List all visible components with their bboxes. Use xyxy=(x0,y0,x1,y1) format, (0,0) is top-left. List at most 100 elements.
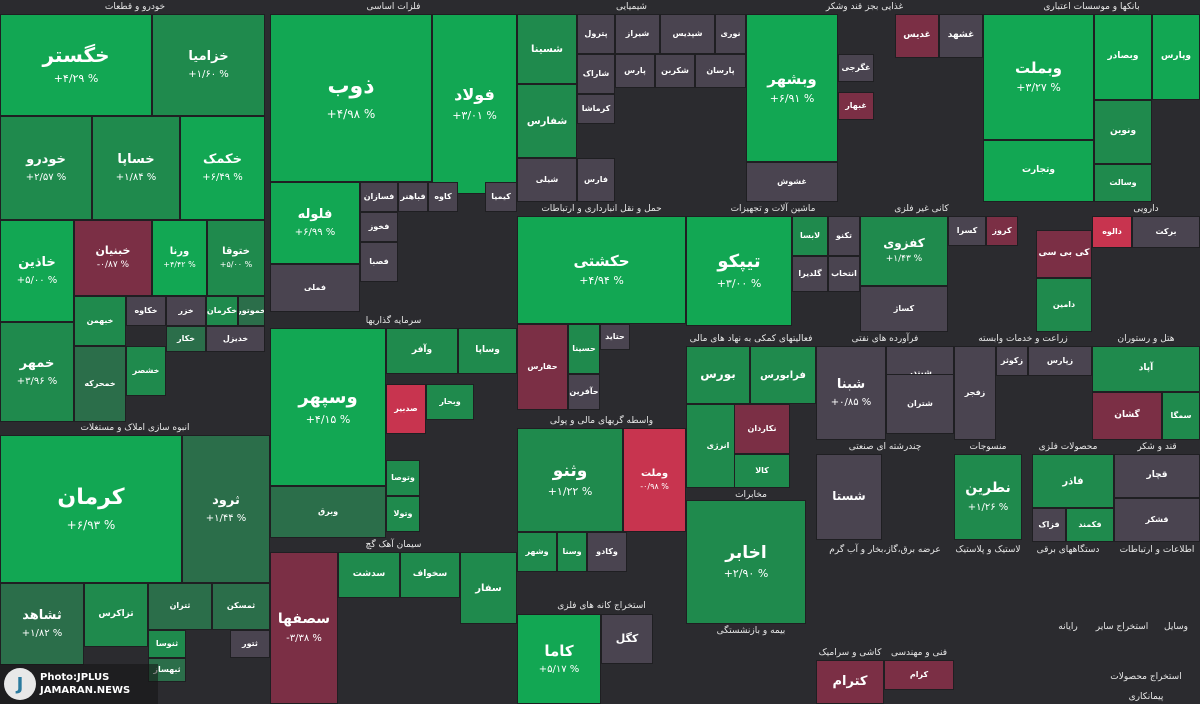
stock-tile[interactable]: وبملت +۳/۲۷ % xyxy=(983,14,1094,140)
stock-tile[interactable]: وآفر xyxy=(386,328,458,374)
stock-tile[interactable]: کرام xyxy=(884,660,954,690)
stock-tile[interactable]: وبصادر xyxy=(1094,14,1152,100)
stock-tile[interactable]: پارسان xyxy=(695,54,746,88)
stock-tile[interactable]: خزر xyxy=(166,296,206,326)
stock-tile[interactable]: سمگا xyxy=(1162,392,1200,440)
stock-tile[interactable]: پترول xyxy=(577,14,615,54)
stock-tile[interactable]: پارس xyxy=(615,54,655,88)
stock-tile[interactable]: وشهر xyxy=(517,532,557,572)
stock-tile[interactable]: خاذین +۵/۰۰ % xyxy=(0,220,74,322)
stock-tile[interactable]: فاذر xyxy=(1032,454,1114,508)
stock-tile[interactable]: ثمسکن xyxy=(212,583,270,630)
stock-tile[interactable]: فرابورس xyxy=(750,346,816,404)
stock-tile[interactable]: زکوثر xyxy=(996,346,1028,376)
stock-tile[interactable]: ورنا +۴/۴۲ % xyxy=(152,220,207,296)
stock-tile[interactable]: لابسا xyxy=(792,216,828,256)
stock-tile[interactable]: قشکر xyxy=(1114,498,1200,542)
stock-tile[interactable]: شبنا +۰/۸۵ % xyxy=(816,346,886,440)
stock-tile[interactable]: قچار xyxy=(1114,454,1200,498)
stock-tile[interactable]: گلدیرا xyxy=(792,256,828,292)
stock-tile[interactable]: فکمند xyxy=(1066,508,1114,542)
stock-tile[interactable]: غدیس xyxy=(895,14,939,58)
stock-tile[interactable]: تزاکرس xyxy=(84,583,148,647)
stock-tile[interactable]: وبشهر +۶/۹۱ % xyxy=(746,14,838,162)
stock-tile[interactable]: ختوقا +۵/۰۰ % xyxy=(207,220,265,296)
stock-tile[interactable]: غبهار xyxy=(838,92,874,120)
stock-tile[interactable]: حتاید xyxy=(600,324,630,350)
stock-tile[interactable]: خگستر +۴/۲۹ % xyxy=(0,14,152,116)
stock-tile[interactable]: زپارس xyxy=(1028,346,1092,376)
stock-tile[interactable]: فصبا xyxy=(360,242,398,282)
stock-tile[interactable]: سخواف xyxy=(400,552,460,598)
stock-tile[interactable]: صدبیر xyxy=(386,384,426,434)
stock-tile[interactable]: خکار xyxy=(166,326,206,352)
stock-tile[interactable]: کگل xyxy=(601,614,653,664)
stock-tile[interactable]: وساپا xyxy=(458,328,517,374)
stock-tile[interactable]: سدشت xyxy=(338,552,400,598)
stock-tile[interactable]: وتجارت xyxy=(983,140,1094,202)
stock-tile[interactable]: غشهد xyxy=(939,14,983,58)
stock-tile[interactable]: انتخاب xyxy=(828,256,860,292)
stock-tile[interactable]: فملی xyxy=(270,264,360,312)
stock-tile[interactable]: فارس xyxy=(577,158,615,202)
stock-tile[interactable]: کاوه xyxy=(428,182,458,212)
stock-tile[interactable]: خموتور xyxy=(238,296,265,326)
stock-tile[interactable]: شپدیس xyxy=(660,14,715,54)
stock-tile[interactable]: بورس xyxy=(686,346,750,404)
stock-tile[interactable]: دامین xyxy=(1036,278,1092,332)
stock-tile[interactable]: شیراز xyxy=(615,14,660,54)
stock-tile[interactable]: کیمیا xyxy=(485,182,517,212)
stock-tile[interactable]: نکاردان xyxy=(734,404,790,454)
stock-tile[interactable]: شفارس xyxy=(517,84,577,158)
stock-tile[interactable]: وملت -۰/۹۸ % xyxy=(623,428,686,532)
stock-tile[interactable]: آپاد xyxy=(1092,346,1200,392)
stock-tile[interactable]: ثرود +۱/۴۴ % xyxy=(182,435,270,583)
stock-tile[interactable]: حسینا xyxy=(568,324,600,374)
stock-tile[interactable]: خودرو +۲/۵۷ % xyxy=(0,116,92,220)
stock-tile[interactable]: کالا xyxy=(734,454,790,488)
stock-tile[interactable]: شیلی xyxy=(517,158,577,202)
stock-tile[interactable]: خکاوه xyxy=(126,296,166,326)
stock-tile[interactable]: خزامیا +۱/۶۰ % xyxy=(152,14,265,116)
stock-tile[interactable]: خکمک +۶/۴۹ % xyxy=(180,116,265,220)
stock-tile[interactable]: خبنیان -۰/۸۷ % xyxy=(74,220,152,296)
stock-tile[interactable]: سفار xyxy=(460,552,517,624)
stock-tile[interactable]: خدیزل xyxy=(206,326,265,352)
stock-tile[interactable]: فخوز xyxy=(360,212,398,242)
stock-tile[interactable]: تیپکو +۳/۰۰ % xyxy=(686,216,792,326)
stock-tile[interactable]: خمهر +۳/۹۶ % xyxy=(0,322,74,422)
stock-tile[interactable]: ثشاهد +۱/۸۲ % xyxy=(0,583,84,665)
stock-tile[interactable]: فسازان xyxy=(360,182,398,212)
stock-tile[interactable]: حآفرین xyxy=(568,374,600,410)
stock-tile[interactable]: شکربن xyxy=(655,54,695,88)
stock-tile[interactable]: سصفها -۳/۳۸ % xyxy=(270,552,338,704)
stock-tile[interactable]: ثتران xyxy=(148,583,212,630)
stock-tile[interactable]: ثتور xyxy=(230,630,270,658)
stock-tile[interactable]: کرمان +۶/۹۳ % xyxy=(0,435,182,583)
stock-tile[interactable]: فولاد +۳/۰۱ % xyxy=(432,14,517,194)
stock-tile[interactable]: شسینا xyxy=(517,14,577,84)
stock-tile[interactable]: خکرمان xyxy=(206,296,238,326)
stock-tile[interactable]: فباهنر xyxy=(398,182,428,212)
stock-tile[interactable]: فلوله +۶/۹۹ % xyxy=(270,182,360,264)
stock-tile[interactable]: خمحرکه xyxy=(74,346,126,422)
stock-tile[interactable]: دالوه xyxy=(1092,216,1132,248)
stock-tile[interactable]: خشصر xyxy=(126,346,166,396)
stock-tile[interactable]: وبرق xyxy=(270,486,386,538)
stock-tile[interactable]: ونوین xyxy=(1094,100,1152,164)
stock-tile[interactable]: وسپهر +۴/۱۵ % xyxy=(270,328,386,486)
stock-tile[interactable]: وبحار xyxy=(426,384,474,420)
stock-tile[interactable]: کرماشا xyxy=(577,94,615,124)
stock-tile[interactable]: کترام xyxy=(816,660,884,704)
stock-tile[interactable]: وثنو +۱/۲۲ % xyxy=(517,428,623,532)
stock-tile[interactable]: زفجر xyxy=(954,346,996,440)
stock-tile[interactable]: نطرین +۱/۲۶ % xyxy=(954,454,1022,540)
stock-tile[interactable]: وسنا xyxy=(557,532,587,572)
stock-tile[interactable]: کسرا xyxy=(948,216,986,246)
stock-tile[interactable]: وتوصا xyxy=(386,460,420,496)
stock-tile[interactable]: حکشتی +۴/۹۴ % xyxy=(517,216,686,324)
stock-tile[interactable]: حفارس xyxy=(517,324,568,410)
stock-tile[interactable]: شتران xyxy=(886,374,954,434)
stock-tile[interactable]: غشوش xyxy=(746,162,838,202)
stock-tile[interactable]: نوری xyxy=(715,14,746,54)
